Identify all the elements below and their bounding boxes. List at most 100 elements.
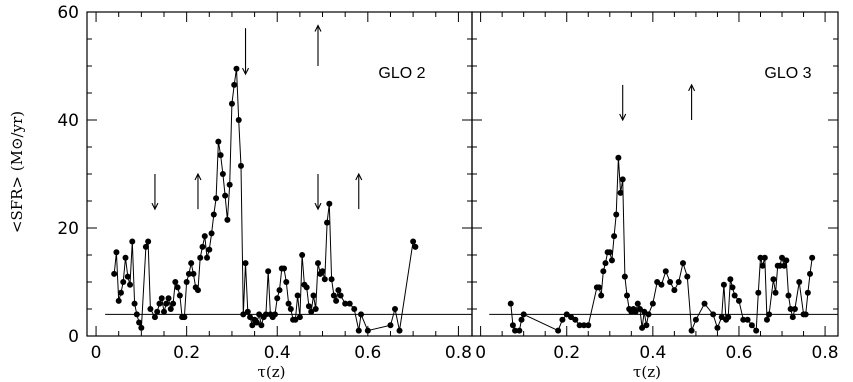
data-point — [645, 311, 652, 318]
data-point — [643, 322, 650, 329]
data-point — [617, 189, 624, 196]
data-point — [507, 300, 514, 307]
data-point — [611, 233, 618, 240]
data-point — [387, 322, 394, 329]
data-point — [321, 276, 328, 283]
data-point — [120, 279, 127, 285]
data-point — [355, 327, 362, 334]
data-point — [518, 316, 525, 323]
data-point — [781, 262, 788, 269]
data-point — [136, 319, 143, 326]
data-point — [287, 306, 294, 312]
data-point — [226, 181, 233, 188]
data-point — [337, 292, 344, 299]
data-point — [735, 297, 742, 304]
data-point — [727, 276, 734, 283]
data-point — [240, 311, 247, 318]
data-point — [174, 284, 181, 291]
data-point — [776, 262, 783, 269]
data-point — [145, 238, 152, 245]
data-point — [766, 311, 773, 318]
data-point — [281, 265, 288, 272]
data-point — [783, 257, 790, 264]
data-point — [658, 281, 665, 288]
plot-frame — [471, 11, 839, 337]
data-point — [312, 306, 319, 312]
data-point — [154, 308, 161, 315]
panel-label: GLO 3 — [764, 65, 811, 82]
data-point — [720, 281, 727, 288]
x-tick-label: 0.8 — [812, 343, 839, 363]
data-point — [176, 292, 183, 299]
data-point — [142, 243, 149, 250]
data-point — [210, 211, 217, 218]
data-point — [208, 230, 215, 237]
data-point — [274, 295, 281, 302]
data-point — [509, 322, 516, 329]
data-point — [598, 292, 605, 299]
data-point — [701, 300, 708, 307]
data-point — [183, 279, 190, 285]
data-point — [190, 270, 197, 277]
data-point — [410, 238, 417, 245]
data-point — [133, 311, 140, 318]
data-point — [163, 300, 170, 307]
panel-glo2: 0 0.2 0.4 0.6 0.8 0 20 40 60 τ(z) GLO 2 — [57, 3, 473, 381]
data-point — [308, 308, 315, 315]
data-point — [392, 306, 398, 312]
data-point — [122, 254, 129, 261]
data-point — [580, 322, 587, 329]
data-point — [608, 257, 615, 264]
data-point — [761, 254, 768, 261]
data-point — [247, 314, 254, 321]
y-tick-label: 0 — [68, 327, 79, 347]
data-point — [315, 260, 321, 267]
data-point — [748, 322, 755, 329]
data-point — [639, 324, 646, 331]
data-point — [692, 316, 699, 323]
x-tick-label: 0.4 — [639, 343, 666, 363]
data-point — [759, 262, 766, 269]
data-point — [113, 249, 120, 256]
data-point — [770, 276, 777, 283]
data-point — [253, 319, 260, 326]
data-point — [170, 300, 177, 307]
data-point — [671, 287, 678, 294]
data-point — [512, 327, 519, 334]
data-point — [636, 306, 643, 312]
arrow-up — [688, 83, 696, 120]
data-point — [330, 292, 337, 299]
data-point — [572, 316, 579, 323]
data-point — [233, 65, 240, 72]
data-point — [606, 249, 613, 256]
data-point — [201, 233, 208, 240]
data-point — [634, 300, 641, 307]
data-point — [568, 314, 575, 321]
data-point — [296, 314, 303, 321]
data-point — [262, 311, 269, 318]
data-point — [731, 292, 738, 299]
data-point — [319, 268, 326, 275]
arrow-up — [194, 172, 202, 210]
data-point — [675, 279, 682, 285]
data-point — [219, 171, 226, 177]
data-point — [235, 117, 242, 123]
panel-glo3: 0 0.2 0.4 0.6 0.8 τ(z) GLO 3 — [471, 11, 839, 381]
y-axis-label: <SFR> (M⊙/yr) — [8, 111, 26, 233]
x-tick-label: 0.8 — [445, 343, 472, 363]
x-tick-label: 0.6 — [725, 343, 752, 363]
data-point — [156, 300, 163, 307]
data-point — [757, 254, 764, 261]
data-point — [714, 324, 721, 331]
data-point — [167, 306, 174, 312]
x-tick-label: 0 — [91, 343, 102, 363]
data-point — [632, 308, 639, 315]
data-point — [364, 327, 371, 334]
data-point — [779, 254, 786, 261]
data-point — [755, 289, 762, 296]
data-point — [303, 284, 310, 291]
data-point — [684, 273, 691, 280]
x-tick-label: 0.2 — [553, 343, 580, 363]
data-point — [342, 300, 349, 307]
data-point — [662, 268, 669, 275]
